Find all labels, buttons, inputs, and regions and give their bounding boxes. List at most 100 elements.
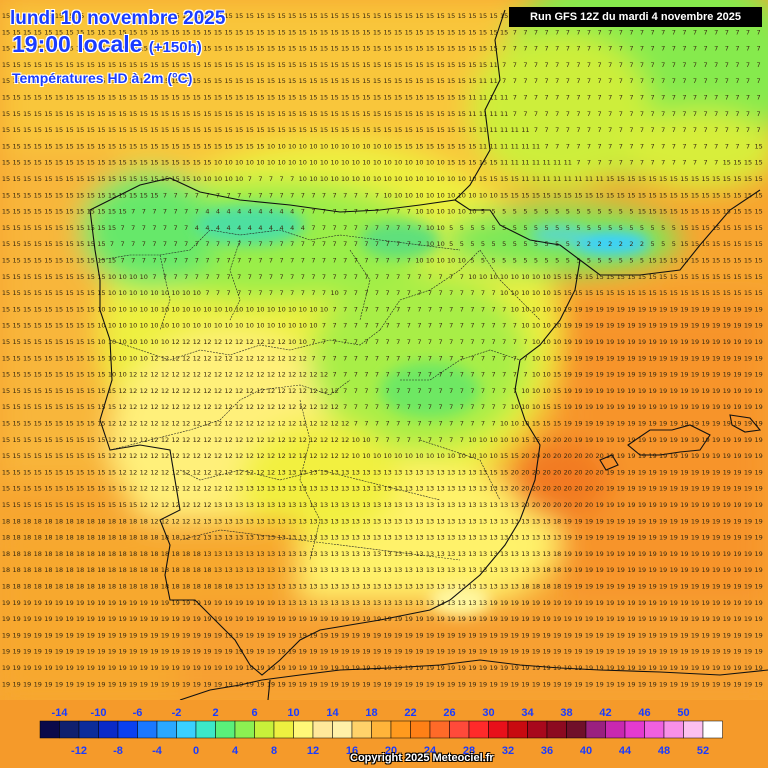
grid-value: 19 [140,680,148,688]
grid-value: 15 [12,224,20,232]
grid-value: 13 [277,599,285,607]
grid-value: 19 [638,648,646,656]
grid-value: 19 [140,648,148,656]
grid-value: 19 [659,534,667,542]
grid-value: 15 [235,77,243,85]
grid-value: 7 [407,436,411,444]
grid-value: 15 [12,501,20,509]
grid-value: 13 [288,583,296,591]
grid-value: 15 [65,224,73,232]
grid-value: 19 [542,599,550,607]
grid-value: 5 [481,208,485,216]
grid-value: 20 [564,485,572,493]
grid-value: 15 [224,94,232,102]
grid-value: 15 [97,126,105,134]
grid-value: 7 [714,142,718,150]
grid-value: 13 [352,534,360,542]
grid-value: 7 [174,208,178,216]
grid-value: 5 [460,224,464,232]
grid-value: 15 [691,273,699,281]
grid-value: 20 [564,501,572,509]
grid-value: 19 [564,648,572,656]
grid-value: 15 [362,28,370,36]
grid-value: 15 [55,273,63,281]
grid-value: 7 [492,420,496,428]
grid-value: 19 [733,387,741,395]
grid-value: 15 [277,12,285,20]
grid-value: 19 [691,305,699,313]
grid-value: 15 [320,77,328,85]
grid-value: 19 [479,631,487,639]
grid-value: 19 [648,403,656,411]
grid-value: 13 [405,485,413,493]
grid-value: 15 [426,126,434,134]
grid-value: 19 [606,534,614,542]
grid-value: 15 [2,142,10,150]
grid-value: 12 [150,420,158,428]
grid-value: 15 [108,191,116,199]
grid-value: 19 [574,680,582,688]
grid-value: 18 [532,583,540,591]
grid-value: 15 [171,28,179,36]
grid-value: 12 [235,371,243,379]
grid-value: 4 [269,224,273,232]
grid-value: 19 [585,371,593,379]
legend-top-labels: -14 -10 -6 -2 2 6 10 14 18 22 26 30 34 38 42 46 50 [52,707,690,719]
grid-value: 19 [648,420,656,428]
grid-value: 18 [44,583,52,591]
grid-value: 4 [280,224,284,232]
grid-value: 12 [203,485,211,493]
legend-label-bottom: 40 [580,745,592,757]
grid-value: 7 [311,257,315,265]
grid-value: 12 [203,436,211,444]
grid-value: 15 [129,142,137,150]
grid-value: 15 [97,387,105,395]
grid-value: 18 [87,534,95,542]
grid-value: 19 [458,648,466,656]
grid-value: 15 [458,45,466,53]
grid-value: 10 [224,159,232,167]
grid-value: 7 [714,61,718,69]
grid-value: 13 [309,566,317,574]
grid-value: 19 [256,664,264,672]
grid-value: 12 [256,420,264,428]
grid-value: 15 [606,191,614,199]
grid-value: 19 [754,371,762,379]
grid-value: 19 [680,387,688,395]
grid-value: 13 [320,534,328,542]
grid-value: 10 [436,191,444,199]
grid-value: 12 [288,387,296,395]
grid-value: 19 [542,680,550,688]
grid-value: 15 [458,61,466,69]
grid-value: 19 [648,599,656,607]
grid-value: 19 [23,664,31,672]
grid-value: 12 [246,371,254,379]
grid-value: 15 [320,12,328,20]
grid-value: 15 [617,289,625,297]
grid-value: 7 [619,159,623,167]
grid-value: 12 [193,354,201,362]
grid-value: 10 [542,289,550,297]
grid-value: 7 [428,322,432,330]
grid-value: 20 [521,485,529,493]
grid-value: 10 [246,159,254,167]
grid-value: 11 [532,175,540,183]
grid-value: 19 [511,664,519,672]
grid-value: 7 [121,224,125,232]
grid-value: 13 [277,501,285,509]
grid-value: 11 [468,110,476,118]
grid-value: 19 [129,648,137,656]
grid-value: 13 [309,485,317,493]
grid-value: 19 [140,664,148,672]
grid-value: 7 [502,305,506,313]
grid-value: 15 [87,468,95,476]
grid-value: 13 [214,501,222,509]
grid-value: 7 [449,305,453,313]
grid-value: 15 [553,289,561,297]
grid-value: 15 [2,208,10,216]
grid-value: 19 [659,436,667,444]
grid-value: 13 [511,517,519,525]
grid-value: 13 [542,534,550,542]
grid-value: 7 [566,94,570,102]
grid-value: 18 [171,550,179,558]
